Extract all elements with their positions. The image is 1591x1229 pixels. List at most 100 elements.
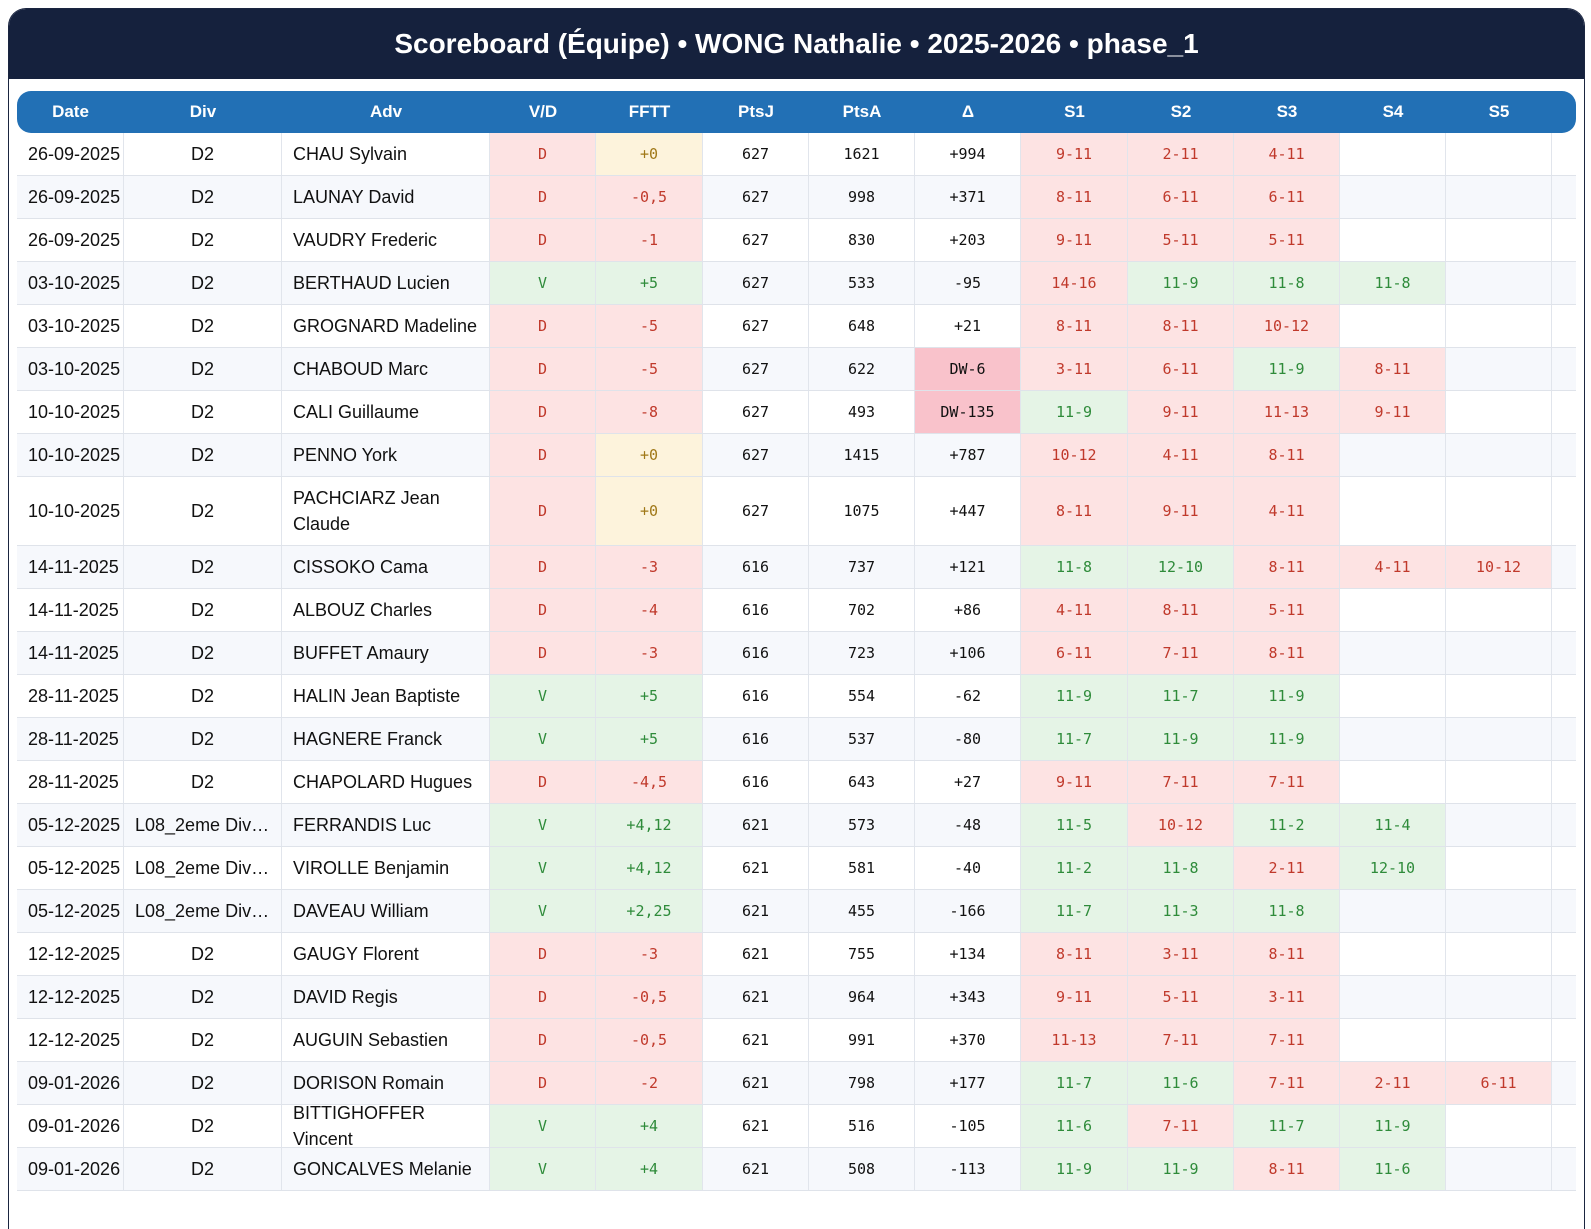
cell-s5 [1446, 589, 1552, 631]
cell-s2-text: 11-7 [1162, 687, 1199, 705]
cell-div-text: D2 [190, 771, 214, 792]
cell-div-text: D2 [190, 444, 214, 465]
cell-s1: 8-11 [1021, 305, 1128, 347]
table-row[interactable]: 28-11-2025 D2 HAGNERE Franck V +5 616 537 -80 11… [17, 718, 1576, 761]
table-row[interactable]: 14-11-2025 D2 BUFFET Amaury D -3 616 723 +106 6-… [17, 632, 1576, 675]
column-header-s3[interactable]: S3 [1276, 102, 1298, 121]
cell-vd: D [490, 933, 596, 975]
column-header-delta[interactable]: Δ [961, 102, 975, 121]
column-header-s2[interactable]: S2 [1170, 102, 1192, 121]
cell-date: 09-01-2026 [17, 1148, 124, 1190]
cell-s1: 11-7 [1021, 718, 1128, 760]
cell-s1: 9-11 [1021, 133, 1128, 175]
cell-s3: 8-11 [1234, 1148, 1340, 1190]
table-row[interactable]: 10-10-2025 D2 CALI Guillaume D -8 627 493 DW-13… [17, 391, 1576, 434]
table-row[interactable]: 12-12-2025 D2 DAVID Regis D -0,5 621 964 +343 9-… [17, 976, 1576, 1019]
cell-delta: +370 [915, 1019, 1021, 1061]
cell-adv: VAUDRY Frederic [282, 219, 490, 261]
table-row[interactable]: 10-10-2025 D2 PENNO York D +0 627 1415 +787 10-1… [17, 434, 1576, 477]
cell-delta-text: DW-135 [940, 403, 995, 421]
cell-ptsj: 621 [703, 1019, 809, 1061]
cell-div: D2 [124, 632, 282, 674]
cell-div: D2 [124, 718, 282, 760]
cell-fftt-text: -0,5 [630, 188, 668, 206]
table-row[interactable]: 12-12-2025 D2 GAUGY Florent D -3 621 755 +134 8-… [17, 933, 1576, 976]
cell-fftt: +5 [596, 675, 703, 717]
cell-vd: D [490, 477, 596, 545]
column-header-fftt[interactable]: FFTT [628, 102, 671, 121]
cell-date: 26-09-2025 [17, 133, 124, 175]
cell-s4 [1340, 632, 1446, 674]
table-row[interactable]: 09-01-2026 D2 BITTIGHOFFER Vincent V +4 621 51… [17, 1103, 1576, 1149]
column-header-ptsa[interactable]: PtsA [842, 102, 882, 121]
cell-s5: 6-11 [1446, 1062, 1552, 1104]
cell-adv: ALBOUZ Charles [282, 589, 490, 631]
table-row[interactable]: 12-12-2025 D2 AUGUIN Sebastien D -0,5 621 991 +… [17, 1019, 1576, 1062]
table-row[interactable]: 05-12-2025 L08_2eme Div… FERRANDIS Luc V +4,… [17, 804, 1576, 847]
cell-ptsa: 573 [809, 804, 915, 846]
cell-ptsa: 1415 [809, 434, 915, 476]
cell-s2: 8-11 [1128, 305, 1234, 347]
cell-s1: 3-11 [1021, 348, 1128, 390]
cell-s1-text: 4-11 [1055, 601, 1093, 619]
table-row[interactable]: 05-12-2025 L08_2eme Div… DAVEAU William V +2… [17, 890, 1576, 933]
table-row[interactable]: 03-10-2025 D2 BERTHAUD Lucien V +5 627 533 -95 1… [17, 262, 1576, 305]
table-row[interactable]: 05-12-2025 L08_2eme Div… VIROLLE Benjamin V… [17, 847, 1576, 890]
cell-ptsa-text: 737 [847, 558, 876, 576]
table-row[interactable]: 09-01-2026 D2 DORISON Romain D -2 621 798 +177 1… [17, 1062, 1576, 1105]
column-header-s4[interactable]: S4 [1382, 102, 1404, 121]
column-header-s5[interactable]: S5 [1488, 102, 1510, 121]
cell-s4: 11-6 [1340, 1148, 1446, 1190]
cell-date: 05-12-2025 [17, 804, 124, 846]
cell-s2: 11-9 [1128, 262, 1234, 304]
cell-date-text: 14-11-2025 [28, 599, 119, 620]
table-row[interactable]: 14-11-2025 D2 ALBOUZ Charles D -4 616 702 +86 4-… [17, 589, 1576, 632]
cell-date: 03-10-2025 [17, 305, 124, 347]
cell-s1-text: 9-11 [1055, 773, 1093, 791]
column-header-date[interactable]: Date [52, 102, 89, 121]
cell-ptsa-text: 581 [847, 859, 876, 877]
cell-div: D2 [124, 1105, 282, 1147]
cell-adv: DAVEAU William [282, 890, 490, 932]
scoreboard-table: Date Div Adv V/D FFTT PtsJ PtsA Δ S1 S2 S3 S4 S5 26-… [17, 91, 1576, 1191]
cell-delta-text: DW-6 [949, 360, 986, 378]
cell-s3-text: 8-11 [1268, 945, 1305, 963]
table-row[interactable]: 28-11-2025 D2 HALIN Jean Baptiste V +5 616 554… [17, 675, 1576, 718]
table-row[interactable]: 03-10-2025 D2 GROGNARD Madeline D -5 627 648 +2… [17, 305, 1576, 348]
cell-date-text: 26-09-2025 [28, 229, 121, 250]
column-header-adv[interactable]: Adv [369, 102, 403, 121]
table-row[interactable]: 26-09-2025 D2 VAUDRY Frederic D -1 627 830 +203… [17, 219, 1576, 262]
table-row[interactable]: 10-10-2025 D2 PACHCIARZ Jean Claude D +0 627 1… [17, 477, 1576, 546]
column-header-div[interactable]: Div [189, 102, 217, 121]
cell-date: 28-11-2025 [17, 761, 124, 803]
cell-ptsa: 554 [809, 675, 915, 717]
cell-vd-text: D [537, 1031, 548, 1049]
table-row[interactable]: 14-11-2025 D2 CISSOKO Cama D -3 616 737 +121 11-… [17, 546, 1576, 589]
cell-s4 [1340, 761, 1446, 803]
cell-date-text: 03-10-2025 [28, 358, 121, 379]
cell-adv: PACHCIARZ Jean Claude [282, 477, 490, 545]
cell-s1-text: 9-11 [1055, 231, 1093, 249]
table-row[interactable]: 03-10-2025 D2 CHABOUD Marc D -5 627 622 DW-6 3-1… [17, 348, 1576, 391]
cell-ptsj-text: 616 [741, 730, 770, 748]
cell-ptsa-text: 622 [847, 360, 876, 378]
cell-s3: 5-11 [1234, 589, 1340, 631]
table-row[interactable]: 26-09-2025 D2 CHAU Sylvain D +0 627 1621 +994 9-… [17, 133, 1576, 176]
column-header-vd[interactable]: V/D [528, 102, 558, 121]
cell-vd-text: D [537, 988, 548, 1006]
cell-vd: D [490, 976, 596, 1018]
cell-ptsa: 998 [809, 176, 915, 218]
column-header-ptsj[interactable]: PtsJ [738, 102, 774, 121]
cell-s1-text: 10-12 [1051, 446, 1097, 464]
cell-date-text: 10-10-2025 [28, 500, 121, 521]
cell-date-text: 26-09-2025 [28, 143, 121, 164]
cell-fftt: -5 [596, 305, 703, 347]
table-row[interactable]: 28-11-2025 D2 CHAPOLARD Hugues D -4,5 616 643 +… [17, 761, 1576, 804]
cell-vd: D [490, 1062, 596, 1104]
cell-s2-text: 12-10 [1157, 558, 1204, 576]
cell-delta: -80 [915, 718, 1021, 760]
table-row[interactable]: 09-01-2026 D2 GONCALVES Melanie V +4 621 508 -1… [17, 1148, 1576, 1191]
column-header-s1[interactable]: S1 [1064, 102, 1085, 121]
cell-vd-text: D [537, 502, 548, 520]
table-row[interactable]: 26-09-2025 D2 LAUNAY David D -0,5 627 998 +371 8… [17, 176, 1576, 219]
